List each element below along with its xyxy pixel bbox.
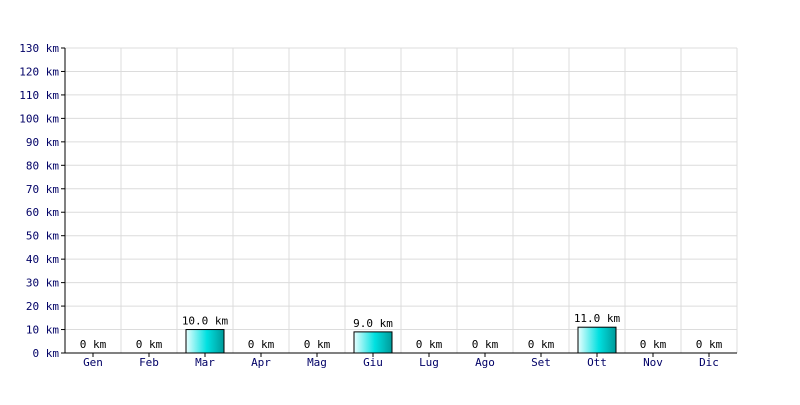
bar-mar [185, 329, 225, 354]
data-label: 11.0 km [574, 312, 621, 325]
y-tick-label: 50 km [26, 230, 59, 243]
data-label: 0 km [136, 338, 163, 351]
x-tick-label: Ago [475, 356, 495, 369]
data-label: 0 km [80, 338, 107, 351]
x-tick-label: Feb [139, 356, 159, 369]
data-label: 0 km [304, 338, 331, 351]
x-tick-label: Mar [195, 356, 215, 369]
bar-ott [577, 326, 617, 354]
y-tick-label: 20 km [26, 300, 59, 313]
y-tick-label: 110 km [19, 89, 59, 102]
y-tick-label: 30 km [26, 277, 59, 290]
y-axis-ticks: 0 km 10 km 20 km 30 km 40 km 50 km 60 km 70 km 8… [19, 42, 65, 360]
bars [185, 326, 617, 354]
y-tick-label: 80 km [26, 159, 59, 172]
x-tick-label: Giu [363, 356, 383, 369]
data-label: 0 km [696, 338, 723, 351]
data-label: 0 km [472, 338, 499, 351]
x-tick-label: Apr [251, 356, 271, 369]
x-tick-label: Set [531, 356, 551, 369]
y-tick-label: 0 km [33, 347, 60, 360]
y-tick-label: 60 km [26, 206, 59, 219]
x-tick-label: Nov [643, 356, 663, 369]
data-label: 10.0 km [182, 315, 229, 328]
y-tick-label: 120 km [19, 65, 59, 78]
x-tick-label: Dic [699, 356, 719, 369]
x-tick-label: Mag [307, 356, 327, 369]
data-label: 0 km [248, 338, 275, 351]
x-tick-label: Ott [587, 356, 607, 369]
y-tick-label: 100 km [19, 112, 59, 125]
y-tick-label: 40 km [26, 253, 59, 266]
y-tick-label: 130 km [19, 42, 59, 55]
data-labels: 0 km 0 km 10.0 km 0 km 0 km 9.0 km 0 km 0 km 0 k… [80, 312, 723, 351]
x-tick-label: Lug [419, 356, 439, 369]
data-label: 0 km [528, 338, 555, 351]
grid [65, 47, 738, 354]
bar-giu [353, 331, 393, 354]
y-tick-label: 90 km [26, 136, 59, 149]
data-label: 9.0 km [353, 317, 393, 330]
data-label: 0 km [416, 338, 443, 351]
data-label: 0 km [640, 338, 667, 351]
x-axis-ticks: Gen Feb Mar Apr Mag Giu Lug Ago Set Ott Nov Dic [83, 353, 719, 369]
y-tick-label: 10 km [26, 324, 59, 337]
axes [64, 48, 737, 354]
x-tick-label: Gen [83, 356, 103, 369]
y-tick-label: 70 km [26, 183, 59, 196]
